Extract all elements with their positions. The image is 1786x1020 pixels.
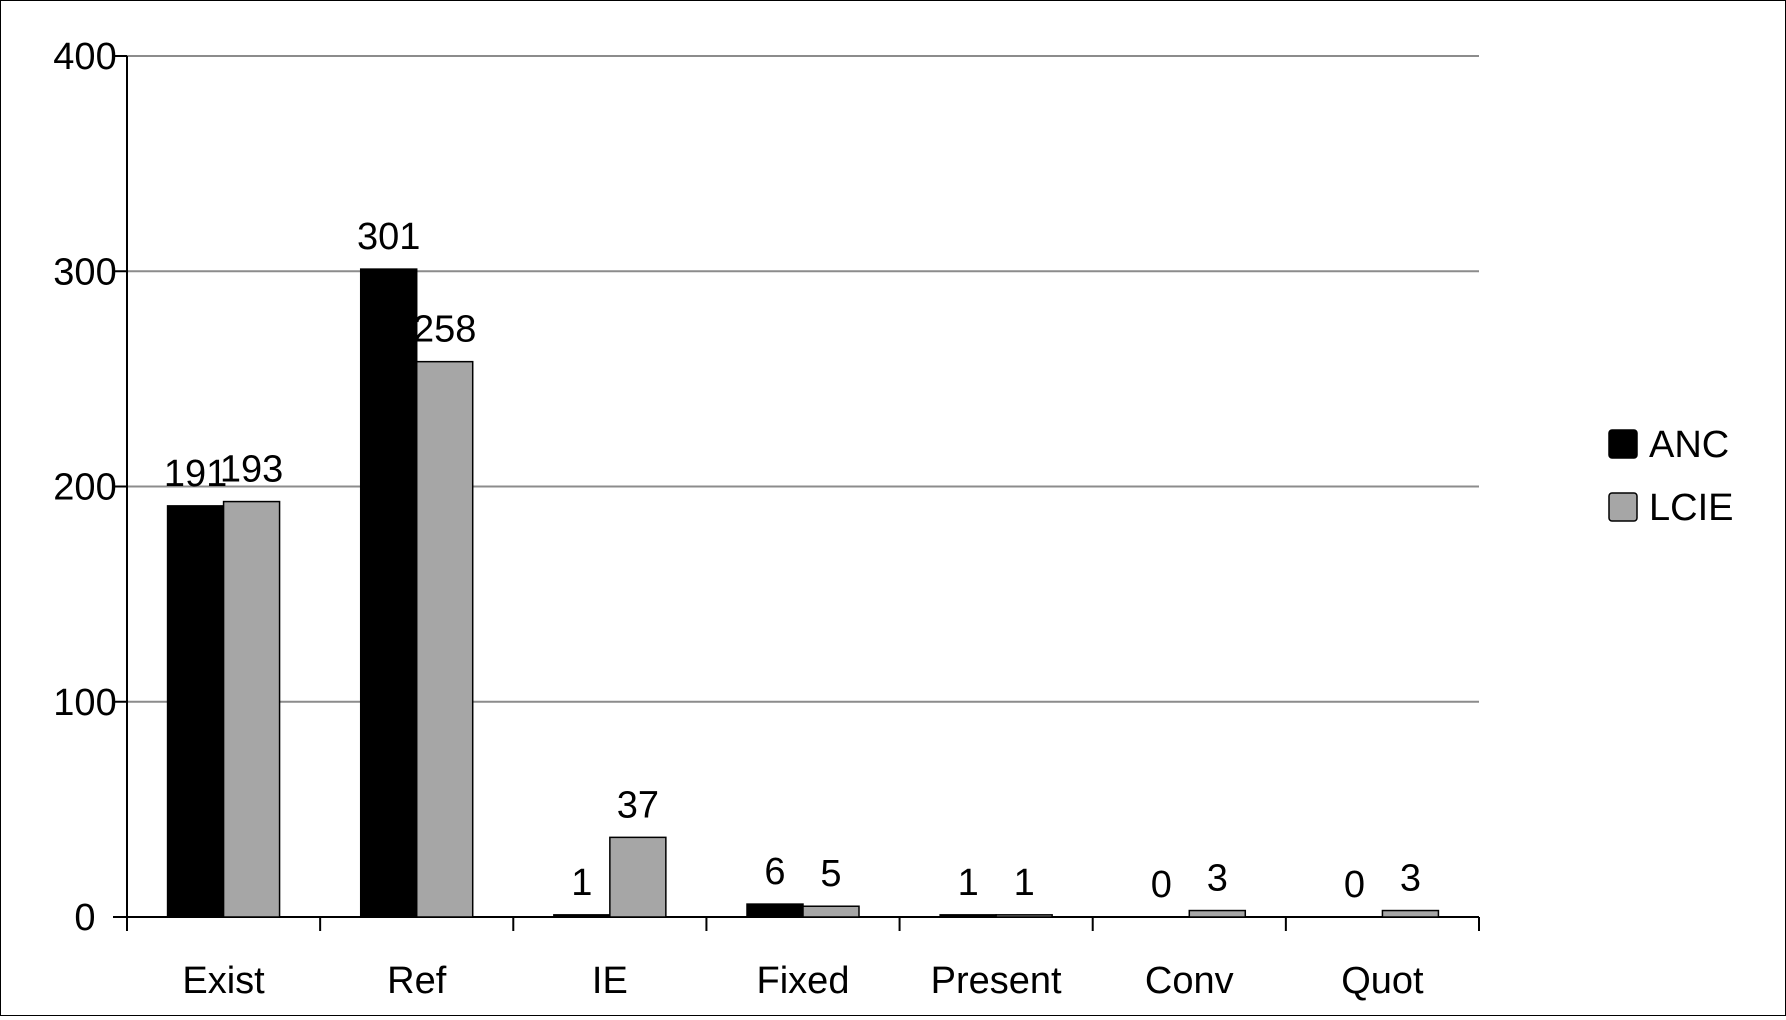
x-tick-label-present: Present: [931, 960, 1062, 1002]
x-tick-label-conv: Conv: [1145, 960, 1234, 1002]
bar-anc-ref: [359, 268, 418, 918]
x-tick-label-exist: Exist: [182, 960, 265, 1002]
legend-swatch-lcie: [1608, 492, 1638, 522]
x-tick-label-ie: IE: [592, 960, 628, 1002]
legend-label-anc: ANC: [1649, 424, 1729, 466]
y-tick-label: 300: [53, 251, 116, 293]
data-label-anc-ref: 301: [357, 216, 420, 258]
data-label-lcie-quot: 3: [1400, 858, 1421, 900]
axes: [113, 55, 1480, 931]
x-tick-label-fixed: Fixed: [757, 960, 850, 1002]
bar-lcie-fixed: [802, 905, 860, 918]
data-label-anc-fixed: 6: [764, 851, 785, 893]
x-tick-label-ref: Ref: [387, 960, 447, 1002]
data-label-anc-conv: 0: [1151, 864, 1172, 906]
data-label-anc-exist: 191: [164, 453, 227, 495]
data-label-lcie-ie: 37: [617, 784, 659, 826]
data-label-anc-ie: 1: [571, 862, 592, 904]
y-tick-label: 0: [74, 897, 95, 939]
bar-lcie-quot: [1381, 909, 1440, 918]
data-label-lcie-present: 1: [1014, 862, 1035, 904]
x-tick-label-quot: Quot: [1341, 960, 1424, 1002]
bar-anc-present: [939, 914, 997, 918]
bar-lcie-conv: [1188, 909, 1247, 918]
data-label-lcie-fixed: 5: [820, 853, 841, 895]
bars: [166, 268, 1440, 918]
bar-lcie-ref: [415, 360, 474, 918]
y-tick-label: 100: [53, 682, 116, 724]
data-label-lcie-conv: 3: [1207, 858, 1228, 900]
bar-lcie-exist: [222, 500, 281, 918]
legend: ANC LCIE: [1608, 424, 1733, 529]
legend-swatch-anc: [1608, 429, 1638, 459]
data-label-lcie-ref: 258: [413, 309, 476, 351]
bar-lcie-ie: [609, 836, 667, 918]
bar-anc-exist: [166, 505, 225, 918]
bar-lcie-present: [995, 914, 1053, 918]
data-label-anc-present: 1: [958, 862, 979, 904]
data-label-lcie-exist: 193: [220, 449, 283, 491]
data-label-anc-quot: 0: [1344, 864, 1365, 906]
y-tick-label: 400: [53, 36, 116, 78]
gridlines: [127, 55, 1479, 703]
bar-anc-ie: [553, 914, 611, 918]
legend-label-lcie: LCIE: [1649, 487, 1733, 529]
bar-anc-fixed: [746, 903, 804, 918]
y-tick-label: 200: [53, 467, 116, 509]
